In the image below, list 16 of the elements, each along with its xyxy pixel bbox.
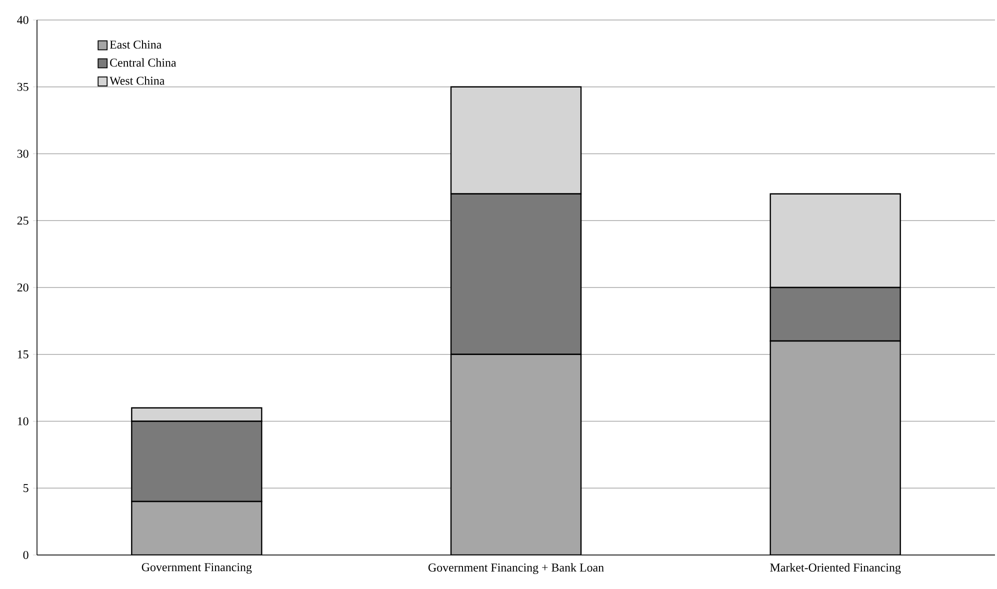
y-tick-label: 30 [17, 150, 28, 158]
y-tick-label: 35 [17, 82, 28, 91]
y-tick-label: 0 [23, 550, 28, 560]
y-tick-label: 40 [17, 16, 28, 24]
y-tick-label: 10 [18, 417, 28, 426]
legend-label: East China [110, 40, 162, 49]
x-tick-label: Government Financing [142, 563, 252, 574]
x-tick-label: Market-Oriented Financing [770, 563, 901, 574]
y-tick-label: 15 [18, 350, 28, 358]
y-tick-label: 20 [17, 283, 28, 292]
x-tick-label: Government Financing + Bank Loan [428, 563, 604, 574]
legend-label: Central China [110, 58, 176, 67]
bar [131, 500, 262, 555]
legend-label: West China [110, 76, 165, 85]
y-tick-label: 25 [17, 216, 28, 225]
y-tick-label: 5 [24, 484, 28, 492]
